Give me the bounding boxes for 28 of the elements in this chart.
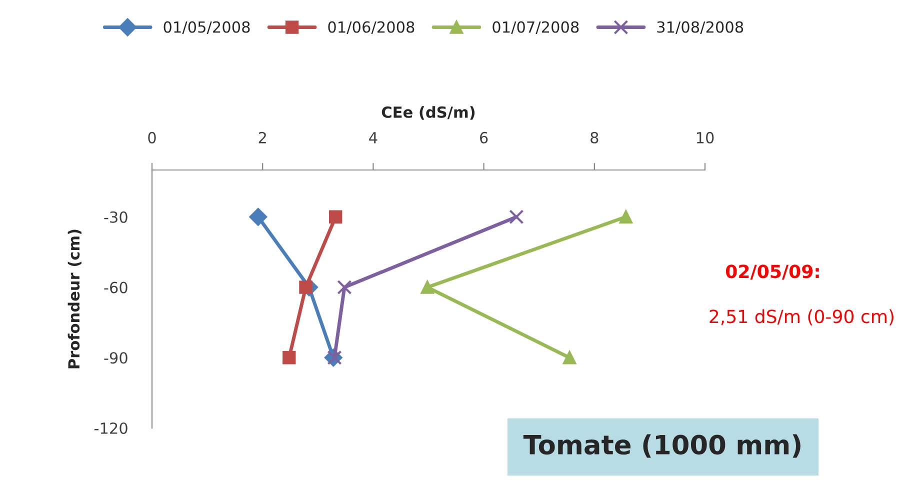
point [562,351,576,364]
y-tick-label: -60 [104,282,128,294]
point [299,280,312,294]
x-tick-label: 4 [369,132,378,144]
x-tick-label: 0 [148,132,156,144]
x-tick-label: 2 [258,132,266,144]
point [337,280,352,295]
y-tick-label: -30 [104,211,128,223]
point [249,208,268,226]
point [282,351,296,364]
x-tick-label: 10 [696,132,714,144]
x-tick-label: 8 [590,132,598,144]
legend-label: 01/06/2008 [328,21,414,34]
text: 02/05/09: [726,264,819,280]
text: Tomate (1000 mm) [523,434,800,458]
y-tick-label: -90 [104,352,128,364]
point [509,210,524,224]
point [619,210,633,224]
point [420,280,434,294]
y-axis-title: Profondeur (cm) [68,230,82,368]
point [328,210,342,224]
legend-label: 31/08/2008 [657,21,744,34]
text: 2,51 dS/m (0-90 cm) [710,309,894,326]
x-tick-label: 6 [480,132,488,144]
legend-label: 01/05/2008 [164,21,250,34]
y-tick-label: -120 [94,422,128,434]
legend-label: 01/07/2008 [492,21,579,34]
x-axis-title: CEe (dS/m) [382,106,475,120]
